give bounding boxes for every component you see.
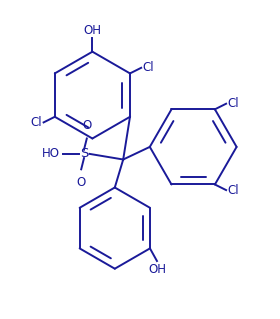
- Text: Cl: Cl: [143, 61, 155, 74]
- Text: O: O: [82, 119, 92, 132]
- Text: Cl: Cl: [228, 97, 239, 110]
- Text: OH: OH: [148, 263, 166, 276]
- Text: OH: OH: [83, 24, 101, 37]
- Text: S: S: [80, 147, 88, 160]
- Text: Cl: Cl: [30, 116, 42, 130]
- Text: Cl: Cl: [228, 184, 239, 197]
- Text: HO: HO: [42, 147, 60, 160]
- Text: O: O: [76, 176, 86, 189]
